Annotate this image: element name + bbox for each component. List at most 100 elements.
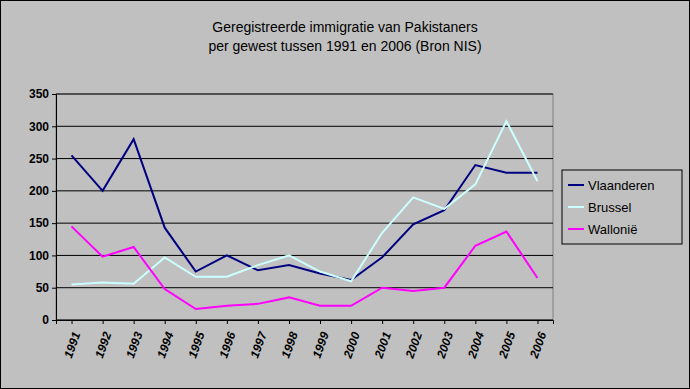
legend-label: Vlaanderen: [588, 178, 655, 193]
y-tick-label: 50: [36, 281, 50, 295]
x-tick-label: 2006: [527, 330, 550, 361]
x-tick-label: 2001: [371, 330, 394, 361]
x-tick-label: 1997: [247, 329, 270, 360]
x-tick-label: 1996: [216, 330, 238, 360]
x-tick: 2002: [402, 320, 425, 361]
y-tick-mark: [52, 126, 56, 127]
x-tick: 2005: [496, 320, 519, 361]
x-tick-label: 1999: [310, 330, 332, 360]
x-tick-label: 2004: [465, 330, 488, 361]
x-tick-label: 1991: [61, 330, 83, 360]
x-tick: 1999: [310, 320, 332, 360]
title-line: Geregistreerde immigratie van Pakistaner…: [212, 19, 477, 35]
x-tick-mark: [382, 320, 383, 324]
x-tick: 1995: [185, 320, 207, 360]
x-tick-label: 2002: [402, 330, 425, 361]
x-tick-label: 2000: [340, 330, 363, 361]
legend-swatch: [568, 184, 584, 186]
x-tick-mark: [506, 320, 507, 324]
x-tick-label: 1992: [92, 330, 114, 360]
x-tick-mark: [134, 320, 135, 324]
chart: Geregistreerde immigratie van Pakistaner…: [0, 0, 690, 389]
legend-label: Wallonië: [588, 222, 637, 237]
x-tick-label: 1994: [154, 330, 176, 360]
grid-line: [56, 223, 553, 224]
y-tick: 0: [42, 313, 56, 327]
x-tick-mark: [475, 320, 476, 324]
x-axis-line: [57, 321, 554, 325]
grid-line: [56, 126, 553, 127]
x-tick-mark: [289, 320, 290, 324]
x-tick-mark: [444, 320, 445, 324]
y-tick-mark: [52, 191, 56, 192]
y-tick: 150: [29, 216, 56, 230]
x-tick-label: 1995: [185, 330, 207, 360]
x-tick-mark: [196, 320, 197, 324]
y-tick: 250: [29, 152, 56, 166]
x-tick: 1993: [123, 320, 145, 360]
x-tick-mark: [320, 320, 321, 324]
y-axis-line: [52, 95, 57, 321]
x-tick-mark: [351, 320, 352, 324]
x-tick: 2000: [340, 320, 363, 361]
x-tick-label: 2003: [433, 330, 456, 361]
legend-label: Brussel: [588, 200, 631, 215]
plot-area: [56, 94, 553, 320]
y-tick-label: 0: [42, 313, 49, 327]
y-tick-mark: [52, 223, 56, 224]
title: Geregistreerde immigratie van Pakistaner…: [208, 19, 481, 54]
grid-line: [56, 190, 553, 191]
y-tick-label: 100: [29, 249, 49, 263]
y-tick-label: 300: [29, 120, 49, 134]
title-line: per gewest tussen 1991 en 2006 (Bron NIS…: [208, 38, 481, 54]
x-tick: 2006: [527, 320, 550, 361]
grid-line: [56, 287, 553, 288]
x-tick: 2004: [465, 320, 488, 361]
y-tick-mark: [52, 320, 56, 321]
x-tick: 2003: [433, 320, 456, 361]
y-tick-label: 200: [29, 184, 49, 198]
y-tick-label: 250: [29, 152, 49, 166]
x-tick-mark: [227, 320, 228, 324]
x-tick: 1992: [92, 320, 114, 360]
x-axis: 1991 1992 1993 1994 1995 1996 1997 1998 1999 2000…: [57, 320, 554, 361]
chart-area: [1, 1, 690, 389]
x-tick-mark: [72, 320, 73, 324]
x-tick-label: 1993: [123, 330, 145, 360]
x-tick: 1997: [247, 320, 270, 360]
y-axis: 0 50 100 150 200 250 300 350: [29, 87, 57, 327]
y-tick-mark: [52, 288, 56, 289]
legend-swatch: [568, 228, 584, 230]
x-tick-mark: [537, 320, 538, 324]
x-tick: 1991: [61, 320, 83, 360]
grid-line: [56, 255, 553, 256]
y-tick-mark: [52, 159, 56, 160]
y-tick: 100: [29, 249, 56, 263]
y-tick-mark: [52, 94, 56, 95]
x-tick: 1998: [279, 320, 301, 360]
x-tick-mark: [258, 320, 259, 324]
series-group: [72, 121, 538, 309]
grid-line: [56, 158, 553, 159]
series-line: [72, 121, 538, 284]
y-tick: 350: [29, 87, 56, 101]
y-tick: 200: [29, 184, 56, 198]
x-tick-mark: [413, 320, 414, 324]
x-tick-label: 2005: [496, 330, 519, 361]
x-tick: 2001: [371, 320, 394, 361]
legend: Vlaanderen Brussel Wallonië: [562, 170, 682, 244]
y-tick: 50: [36, 281, 56, 295]
x-tick: 1994: [154, 320, 176, 360]
y-tick: 300: [29, 120, 56, 134]
grid: [56, 94, 553, 320]
x-tick-mark: [165, 320, 166, 324]
legend-swatch: [568, 206, 584, 208]
x-tick: 1996: [216, 320, 238, 360]
x-tick-label: 1998: [279, 330, 301, 360]
legend-box: [562, 170, 682, 244]
y-tick-label: 150: [29, 216, 49, 230]
y-tick-mark: [52, 255, 56, 256]
series-line: [72, 226, 538, 309]
x-tick-mark: [103, 320, 104, 324]
y-tick-label: 350: [29, 87, 49, 101]
